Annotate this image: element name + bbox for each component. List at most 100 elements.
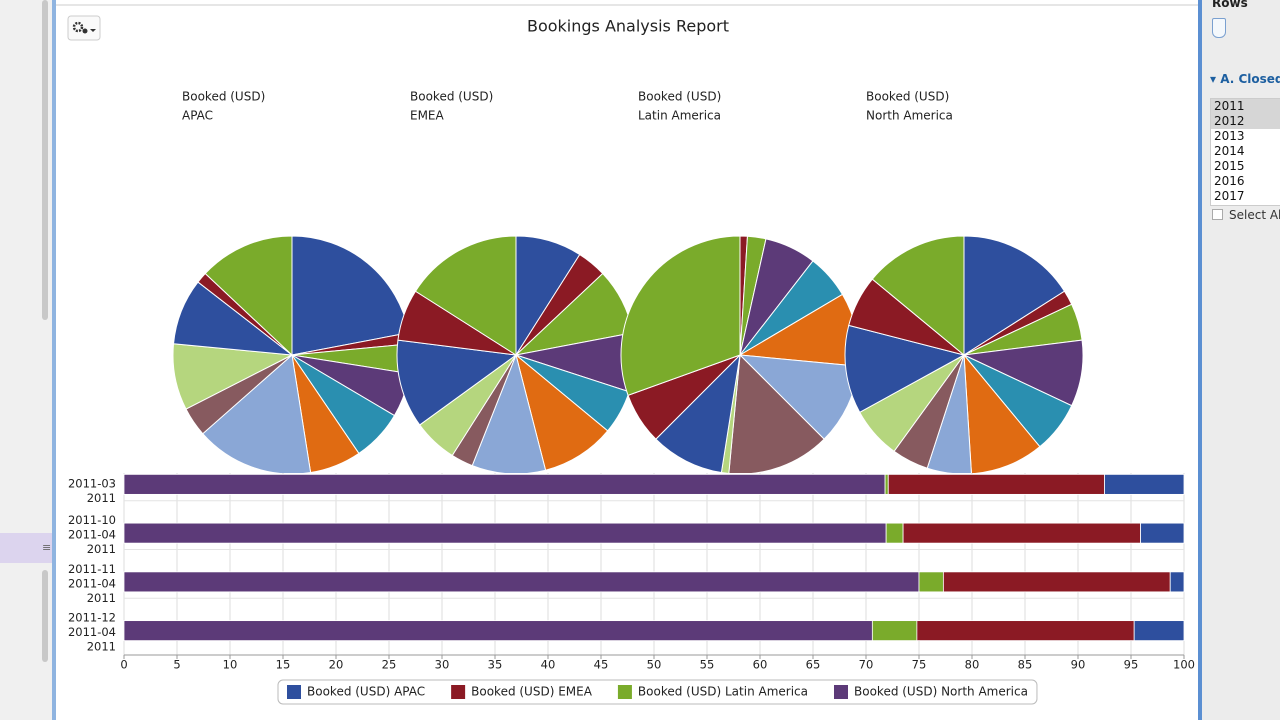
pie-slice xyxy=(471,353,547,473)
pie-slice xyxy=(620,235,741,396)
pie-slice xyxy=(963,235,1066,356)
filter-option[interactable]: 2017 xyxy=(1214,189,1245,203)
filter-option[interactable]: 2012 xyxy=(1211,114,1280,129)
bar-segment xyxy=(1140,522,1185,544)
x-tick-label: 5 xyxy=(173,658,180,672)
x-tick-label: 95 xyxy=(1124,658,1139,672)
legend-label: Booked (USD) EMEA xyxy=(471,685,593,699)
x-tick-label: 35 xyxy=(488,658,503,672)
menu-icon[interactable]: ≡ xyxy=(42,541,51,554)
pie-slice xyxy=(396,339,518,426)
pie-charts xyxy=(172,235,1084,473)
y-tick-label: 2011-11 xyxy=(68,562,116,576)
pie-slice xyxy=(202,354,312,473)
pie-title: Booked (USD) xyxy=(866,90,949,104)
pie-slice xyxy=(871,235,965,357)
legend-swatch xyxy=(287,685,301,699)
bar-segment xyxy=(1169,571,1185,593)
pie-subtitle: Latin America xyxy=(638,109,721,123)
x-tick-label: 75 xyxy=(912,658,927,672)
x-tick-label: 55 xyxy=(700,658,715,672)
bar-segment xyxy=(1104,473,1185,495)
pie-slice xyxy=(204,235,293,357)
y-tick-label: 2011 xyxy=(87,542,116,556)
filter-title-text: A. Closed xyxy=(1220,72,1280,86)
filter-title[interactable]: ▾ A. Closed xyxy=(1210,72,1280,86)
legend-label: Booked (USD) APAC xyxy=(307,685,425,699)
legend-swatch xyxy=(617,685,632,699)
bar-segment xyxy=(942,571,1171,593)
bar-segment xyxy=(123,620,873,642)
y-tick-label: 2011-10 xyxy=(68,513,116,527)
x-tick-label: 65 xyxy=(806,658,821,672)
bar-segment xyxy=(902,522,1141,544)
y-tick-label: 2011-04 xyxy=(68,625,116,639)
settings-button[interactable] xyxy=(67,15,101,41)
x-tick-label: 85 xyxy=(1018,658,1033,672)
y-tick-label: 2011 xyxy=(87,640,116,654)
filter-panel: Rows ▾ A. Closed 2011 2012 2013 2014 2015 201… xyxy=(1198,0,1280,720)
bar-segment xyxy=(123,571,920,593)
pie-subtitle: APAC xyxy=(182,109,213,123)
bar-segment xyxy=(123,473,886,495)
pie-slice xyxy=(963,353,1041,473)
pie-title: Booked (USD) xyxy=(638,90,721,104)
pie-slice xyxy=(515,353,609,471)
x-tick-label: 10 xyxy=(223,658,238,672)
x-tick-label: 0 xyxy=(120,658,127,672)
pie-subtitle: North America xyxy=(866,109,953,123)
y-tick-label: 2011-03 xyxy=(68,477,116,491)
y-tick-label: 2011-12 xyxy=(68,611,116,625)
bar-segment xyxy=(916,620,1135,642)
legend-swatch xyxy=(834,685,848,699)
y-tick-label: 2011-04 xyxy=(68,528,116,542)
filter-option[interactable]: 2011 xyxy=(1211,99,1280,114)
legend-label: Booked (USD) North America xyxy=(854,685,1028,699)
bar-segment xyxy=(123,522,887,544)
sidebar-item[interactable] xyxy=(0,533,52,563)
legend: Booked (USD) APAC Booked (USD) EMEA Booked… xyxy=(277,679,1038,705)
bar-segment xyxy=(884,473,889,495)
report-title: Bookings Analysis Report xyxy=(527,17,729,36)
x-tick-label: 15 xyxy=(276,658,291,672)
filter-option[interactable]: 2013 xyxy=(1214,129,1245,143)
report-panel: ≡ Bookings Analysis Report 0 5 10 15 20 25 30 3… xyxy=(0,0,1198,720)
pie-title: Booked (USD) xyxy=(182,90,265,104)
bar-segment xyxy=(1133,620,1185,642)
x-tick-label: 30 xyxy=(435,658,450,672)
y-tick-label: 2011 xyxy=(87,591,116,605)
rows-label: Rows xyxy=(1212,0,1248,10)
filter-option[interactable]: 2014 xyxy=(1214,144,1245,158)
bar-segment xyxy=(918,571,944,593)
x-tick-label: 80 xyxy=(965,658,980,672)
x-tick-label: 40 xyxy=(541,658,556,672)
pie-slice xyxy=(655,353,741,473)
x-tick-label: 60 xyxy=(753,658,768,672)
rows-slider[interactable] xyxy=(1212,18,1226,38)
filter-option[interactable]: 2016 xyxy=(1214,174,1245,188)
y-tick-label: 2011-04 xyxy=(68,576,116,590)
pie-title: Booked (USD) xyxy=(410,90,493,104)
x-tick-label: 70 xyxy=(859,658,874,672)
x-tick-label: 45 xyxy=(594,658,609,672)
filter-option[interactable]: 2015 xyxy=(1214,159,1245,173)
select-all-text: Select All xyxy=(1229,208,1280,222)
pie-slice xyxy=(844,324,966,414)
panel-border xyxy=(52,0,56,720)
legend-swatch xyxy=(451,685,466,699)
filter-list: 2011 2012 2013 2014 2015 2016 2017 xyxy=(1210,98,1280,206)
bar-segment xyxy=(871,620,918,642)
bar-segment xyxy=(885,522,904,544)
select-all[interactable]: Select All xyxy=(1212,208,1280,222)
bar-chart: 0 5 10 15 20 25 30 35 40 45 50 55 60 65 70 75 80 85 90 95 10… xyxy=(68,473,1195,672)
x-tick-label: 100 xyxy=(1173,658,1195,672)
x-tick-label: 20 xyxy=(329,658,344,672)
x-tick-label: 90 xyxy=(1071,658,1086,672)
legend-label: Booked (USD) Latin America xyxy=(638,685,808,699)
scrollbar xyxy=(42,570,48,662)
x-tick-label: 50 xyxy=(647,658,662,672)
x-tick-label: 25 xyxy=(382,658,397,672)
scrollbar xyxy=(42,0,48,320)
pie-subtitle: EMEA xyxy=(410,109,445,123)
